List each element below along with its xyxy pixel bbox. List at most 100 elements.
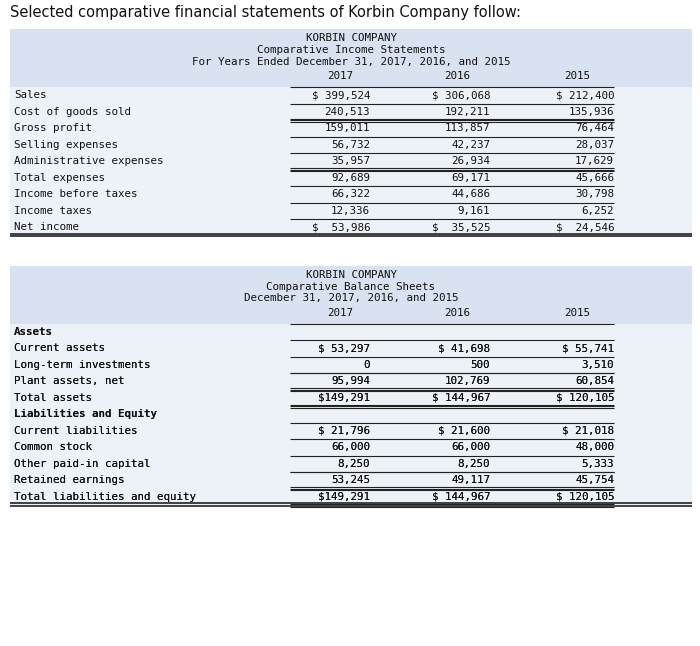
Text: 76,464: 76,464 — [575, 123, 614, 133]
Text: 5,333: 5,333 — [582, 459, 614, 469]
Text: 192,211: 192,211 — [444, 107, 490, 117]
Text: Assets: Assets — [14, 327, 53, 337]
Text: $ 53,297: $ 53,297 — [318, 343, 370, 353]
Text: $ 21,018: $ 21,018 — [562, 426, 614, 436]
Text: 60,854: 60,854 — [575, 376, 614, 386]
Text: Current assets: Current assets — [14, 343, 105, 353]
Text: 17,629: 17,629 — [575, 156, 614, 166]
Text: 60,854: 60,854 — [575, 376, 614, 386]
Text: Common stock: Common stock — [14, 443, 92, 452]
Text: 30,798: 30,798 — [575, 189, 614, 199]
Text: Net income: Net income — [14, 222, 79, 233]
Text: 69,171: 69,171 — [451, 172, 490, 183]
Text: Liabilities and Equity: Liabilities and Equity — [14, 410, 157, 419]
Text: $ 144,967: $ 144,967 — [431, 393, 490, 402]
Text: 9,161: 9,161 — [458, 205, 490, 216]
Text: 44,686: 44,686 — [451, 189, 490, 199]
FancyBboxPatch shape — [10, 324, 692, 505]
Text: $ 55,741: $ 55,741 — [562, 343, 614, 353]
Text: Liabilities and Equity: Liabilities and Equity — [14, 409, 157, 419]
Text: Common stock: Common stock — [14, 443, 92, 452]
Text: $ 53,297: $ 53,297 — [318, 343, 370, 353]
Text: Comparative Income Statements: Comparative Income Statements — [257, 45, 445, 55]
Text: 26,934: 26,934 — [451, 156, 490, 166]
Text: Sales: Sales — [14, 90, 46, 100]
Text: 2015: 2015 — [564, 71, 590, 81]
FancyBboxPatch shape — [10, 324, 692, 505]
Text: 102,769: 102,769 — [444, 376, 490, 386]
Text: 500: 500 — [470, 360, 490, 370]
Text: 2017: 2017 — [327, 71, 353, 81]
Text: 2016: 2016 — [444, 71, 470, 81]
Text: $  24,546: $ 24,546 — [556, 222, 614, 233]
Text: 45,754: 45,754 — [575, 475, 614, 485]
Text: $ 21,600: $ 21,600 — [438, 426, 490, 436]
Text: Plant assets, net: Plant assets, net — [14, 376, 125, 386]
Text: 3,510: 3,510 — [582, 360, 614, 370]
Text: 35,957: 35,957 — [331, 156, 370, 166]
Text: Selected comparative financial statements of Korbin Company follow:: Selected comparative financial statement… — [10, 6, 521, 21]
Text: Current assets: Current assets — [14, 343, 105, 353]
Text: Income before taxes: Income before taxes — [14, 189, 137, 199]
Text: Assets: Assets — [14, 327, 53, 337]
Text: 2016: 2016 — [444, 307, 470, 317]
Text: $ 306,068: $ 306,068 — [431, 90, 490, 100]
Text: 8,250: 8,250 — [337, 459, 370, 469]
Text: Total liabilities and equity: Total liabilities and equity — [14, 492, 196, 502]
Text: 6,252: 6,252 — [582, 205, 614, 216]
Text: Long-term investments: Long-term investments — [14, 360, 150, 370]
Text: $ 120,105: $ 120,105 — [556, 492, 614, 502]
Text: 8,250: 8,250 — [458, 459, 490, 469]
Text: $ 144,967: $ 144,967 — [431, 492, 490, 502]
Text: $149,291: $149,291 — [318, 492, 370, 502]
Text: Gross profit: Gross profit — [14, 123, 92, 133]
FancyBboxPatch shape — [10, 29, 692, 87]
Text: December 31, 2017, 2016, and 2015: December 31, 2017, 2016, and 2015 — [244, 293, 458, 304]
Text: 135,936: 135,936 — [568, 107, 614, 117]
Text: $ 120,105: $ 120,105 — [556, 393, 614, 402]
Text: $  35,525: $ 35,525 — [431, 222, 490, 233]
FancyBboxPatch shape — [10, 266, 692, 324]
Text: $ 21,018: $ 21,018 — [562, 426, 614, 436]
Text: Retained earnings: Retained earnings — [14, 475, 125, 485]
Text: 45,666: 45,666 — [575, 172, 614, 183]
Text: $ 21,600: $ 21,600 — [438, 426, 490, 436]
Text: 159,011: 159,011 — [325, 123, 370, 133]
Text: 48,000: 48,000 — [575, 443, 614, 452]
Text: $ 21,796: $ 21,796 — [318, 426, 370, 436]
Text: Total expenses: Total expenses — [14, 172, 105, 183]
Text: 12,336: 12,336 — [331, 205, 370, 216]
Text: 28,037: 28,037 — [575, 140, 614, 150]
Text: Total assets: Total assets — [14, 393, 92, 402]
Text: 49,117: 49,117 — [451, 475, 490, 485]
Text: 48,000: 48,000 — [575, 443, 614, 452]
Text: 66,000: 66,000 — [331, 443, 370, 452]
Text: $149,291: $149,291 — [318, 393, 370, 402]
Text: 8,250: 8,250 — [337, 459, 370, 469]
Text: 2015: 2015 — [564, 307, 590, 317]
Text: 240,513: 240,513 — [325, 107, 370, 117]
Text: 92,689: 92,689 — [331, 172, 370, 183]
Text: $ 120,105: $ 120,105 — [556, 393, 614, 402]
FancyBboxPatch shape — [10, 87, 692, 236]
Text: 102,769: 102,769 — [444, 376, 490, 386]
Text: $ 41,698: $ 41,698 — [438, 343, 490, 353]
Text: Income taxes: Income taxes — [14, 205, 92, 216]
Text: Total assets: Total assets — [14, 393, 92, 402]
Text: $ 41,698: $ 41,698 — [438, 343, 490, 353]
Text: $  53,986: $ 53,986 — [312, 222, 370, 233]
Text: $ 120,105: $ 120,105 — [556, 492, 614, 502]
Text: $149,291: $149,291 — [318, 393, 370, 402]
Text: Selling expenses: Selling expenses — [14, 140, 118, 150]
Text: Long-term investments: Long-term investments — [14, 360, 150, 370]
Text: 66,000: 66,000 — [451, 443, 490, 452]
Text: Administrative expenses: Administrative expenses — [14, 156, 164, 166]
Text: 95,994: 95,994 — [331, 376, 370, 386]
Text: 45,754: 45,754 — [575, 475, 614, 485]
Text: 42,237: 42,237 — [451, 140, 490, 150]
Text: $ 21,796: $ 21,796 — [318, 426, 370, 436]
Text: $149,291: $149,291 — [318, 492, 370, 502]
Text: 66,000: 66,000 — [331, 443, 370, 452]
Text: 500: 500 — [470, 360, 490, 370]
Text: 113,857: 113,857 — [444, 123, 490, 133]
